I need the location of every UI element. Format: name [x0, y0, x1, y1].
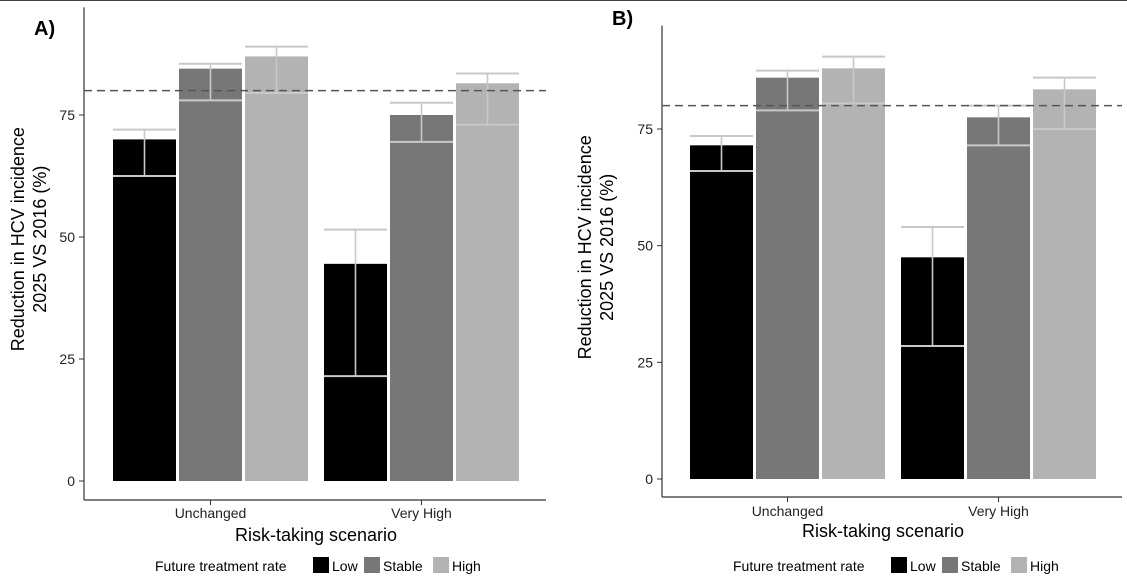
legend-label: Stable — [961, 558, 1001, 574]
legend-swatch — [891, 557, 907, 573]
legend-swatch — [433, 557, 449, 573]
legend: Future treatment rate Low Stable High — [733, 557, 1059, 574]
y-axis-title-line: Reduction in HCV incidence — [8, 127, 28, 351]
legend-label: High — [452, 558, 481, 574]
bar — [967, 117, 1030, 479]
legend-swatch — [942, 557, 958, 573]
legend-label: Stable — [383, 558, 423, 574]
bar — [756, 77, 819, 480]
y-axis-title-line: 2025 VS 2016 (%) — [30, 166, 50, 313]
y-axis-title-line: 2025 VS 2016 (%) — [597, 174, 617, 321]
bar — [179, 68, 242, 481]
y-tick-label: 50 — [637, 238, 653, 254]
legend-label: Low — [332, 558, 359, 574]
legend-title: Future treatment rate — [155, 558, 287, 574]
legend-label: Low — [910, 558, 937, 574]
panel-label: B) — [612, 8, 633, 30]
x-tick-label: Unchanged — [175, 505, 247, 521]
y-axis-title: Reduction in HCV incidence 2025 VS 2016 (… — [8, 127, 50, 351]
bar — [113, 139, 176, 481]
bar — [456, 83, 519, 481]
legend-swatch — [313, 557, 329, 573]
y-axis-title-line: Reduction in HCV incidence — [575, 135, 595, 359]
bar — [690, 145, 753, 480]
panel-label: A) — [34, 18, 55, 40]
x-tick-label: Unchanged — [752, 503, 824, 519]
legend: Future treatment rate Low Stable High — [155, 557, 481, 574]
y-axis-title: Reduction in HCV incidence 2025 VS 2016 (… — [575, 135, 617, 359]
bar — [822, 68, 885, 479]
x-axis-title: Risk-taking scenario — [235, 525, 397, 545]
bar — [390, 115, 453, 481]
legend-title: Future treatment rate — [733, 558, 865, 574]
y-tick-label: 75 — [637, 121, 653, 137]
bar — [1033, 89, 1096, 479]
legend-swatch — [364, 557, 380, 573]
top-border — [0, 0, 1127, 1]
y-tick-label: 25 — [59, 351, 75, 367]
x-axis-title: Risk-taking scenario — [802, 521, 964, 541]
y-tick-label: 75 — [59, 107, 75, 123]
y-tick-label: 50 — [59, 229, 75, 245]
legend-label: High — [1030, 558, 1059, 574]
bar — [245, 56, 308, 481]
x-tick-label: Very High — [968, 503, 1029, 519]
x-tick-label: Very High — [391, 505, 452, 521]
y-tick-label: 0 — [67, 473, 75, 489]
panel-a: A) 0 25 50 75 Unchanged Very High Risk-taking s… — [8, 7, 546, 574]
y-tick-label: 25 — [637, 354, 653, 370]
legend-swatch — [1011, 557, 1027, 573]
y-tick-label: 0 — [645, 471, 653, 487]
